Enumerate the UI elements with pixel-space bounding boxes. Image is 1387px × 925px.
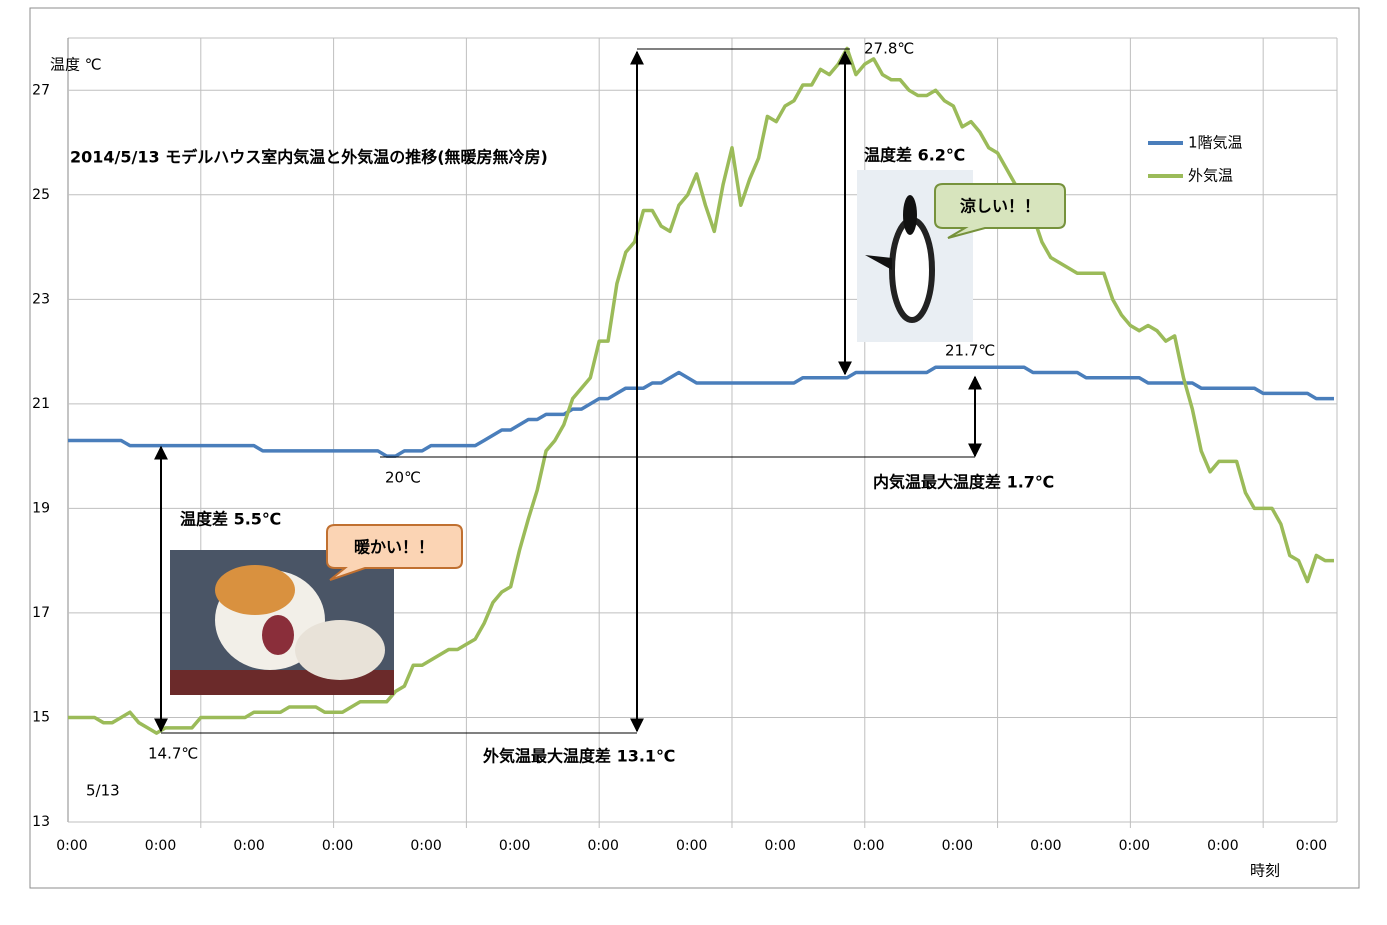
series-line — [68, 365, 1334, 458]
annotation: 27.8℃ — [864, 40, 914, 58]
y-tick-label: 27 — [32, 82, 50, 98]
annotation-arrows — [154, 48, 982, 734]
photo-part — [215, 565, 295, 615]
y-axis-label: 温度 ℃ — [50, 56, 102, 74]
annotation: 温度差 5.5℃ — [179, 510, 281, 529]
x-tick-label: 0:00 — [56, 838, 87, 854]
annotation: 20℃ — [385, 469, 421, 487]
x-tick-label: 0:00 — [1119, 838, 1150, 854]
x-tick-label: 0:00 — [322, 838, 353, 854]
annotation: 21.7℃ — [945, 342, 995, 360]
x-tick-label: 0:00 — [942, 838, 973, 854]
photo-part — [903, 195, 917, 235]
photo-part — [262, 615, 294, 655]
y-tick-label: 19 — [32, 500, 50, 516]
x-tick-label: 0:00 — [1030, 838, 1061, 854]
photo-part — [295, 620, 385, 680]
callout-text: 涼しい！！ — [960, 197, 1040, 216]
photo-part — [865, 255, 892, 270]
plot — [68, 46, 1334, 735]
legend-label: 外気温 — [1188, 167, 1233, 185]
x-tick-label: 0:00 — [1296, 838, 1327, 854]
x-tick-label: 0:00 — [145, 838, 176, 854]
x-tick-label: 0:00 — [676, 838, 707, 854]
y-tick-label: 15 — [32, 709, 50, 725]
x-tick-label: 0:00 — [499, 838, 530, 854]
x-tick-label: 0:00 — [1207, 838, 1238, 854]
cat-photo — [170, 550, 394, 695]
annotation: 14.7℃ — [148, 745, 198, 763]
legend: 1階気温 外気温 — [1148, 134, 1243, 185]
callout-text: 暖かい！！ — [354, 538, 434, 557]
y-tick-label: 21 — [32, 396, 50, 412]
chart-title: 2014/5/13 モデルハウス室内気温と外気温の推移(無暖房無冷房) — [70, 148, 548, 167]
x-tick-label: 0:00 — [765, 838, 796, 854]
y-tick-label: 23 — [32, 291, 50, 307]
photo-part — [889, 217, 935, 323]
x-tick-label: 0:00 — [410, 838, 441, 854]
chart-frame — [29, 7, 1360, 889]
x-tick-label: 0:00 — [233, 838, 264, 854]
annotation: 外気温最大温度差 13.1℃ — [482, 747, 675, 766]
series-line — [68, 46, 1334, 735]
callout-warm: 暖かい！！ — [326, 524, 463, 581]
callout-bubble — [326, 524, 463, 581]
legend-label: 1階気温 — [1188, 134, 1243, 152]
annotation: 内気温最大温度差 1.7℃ — [873, 473, 1054, 492]
date-label: 5/13 — [86, 782, 120, 800]
y-tick-label: 25 — [32, 187, 50, 203]
grid — [67, 37, 1338, 828]
x-axis-label: 時刻 — [1250, 862, 1280, 880]
annotation: 温度差 6.2℃ — [863, 146, 965, 165]
y-tick-label: 17 — [32, 605, 50, 621]
callout-cool: 涼しい！！ — [934, 183, 1066, 239]
x-tick-label: 0:00 — [853, 838, 884, 854]
callout-bubble — [934, 183, 1066, 239]
y-tick-label: 13 — [32, 814, 50, 830]
x-tick-label: 0:00 — [587, 838, 618, 854]
